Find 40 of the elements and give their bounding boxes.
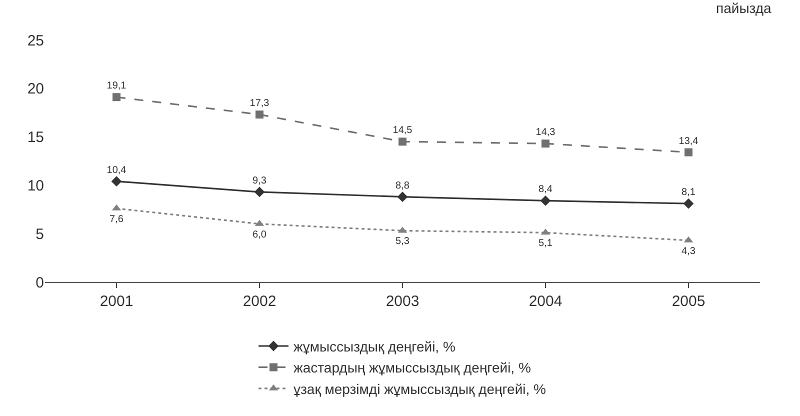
data-label: 10,4 [106, 164, 127, 176]
data-label: 5,3 [396, 236, 410, 248]
x-tick-label: 2003 [386, 293, 420, 310]
point [254, 186, 265, 198]
legend-label: ұзақ мерзімді жұмыссыздық деңгейі, % [294, 380, 546, 397]
data-label: 7,6 [110, 214, 124, 225]
point [111, 176, 122, 187]
data-label: 8,8 [396, 180, 410, 192]
y-tick-label: 15 [27, 129, 44, 146]
point [540, 195, 551, 206]
data-label: 4,3 [682, 246, 696, 257]
point [397, 192, 408, 202]
data-label: 14,5 [392, 125, 413, 136]
data-label: 14,3 [536, 127, 556, 138]
point [683, 198, 694, 209]
y-tick-label: 25 [27, 32, 44, 50]
data-label: 19,1 [106, 80, 127, 92]
data-label: 13,4 [678, 136, 699, 147]
point [398, 138, 406, 146]
text: пайызда [716, 0, 772, 16]
data-label: 6,0 [252, 229, 267, 240]
data-label: 8,4 [538, 184, 553, 196]
x-tick-label: 2005 [672, 293, 706, 310]
point [684, 148, 692, 156]
legend-label: жастардың жұмыссыздық деңгейі, % [294, 360, 531, 376]
x-tick-label: 2001 [100, 293, 134, 310]
data-label: 9,3 [252, 175, 267, 186]
x-tick-label: 2002 [242, 293, 276, 310]
data-label: 8,1 [682, 187, 696, 198]
legend-label: жұмыссыздық деңгейі, % [294, 338, 456, 354]
y-tick-label: 10 [27, 177, 44, 194]
point [112, 93, 120, 102]
y-tick-label: 0 [36, 274, 44, 292]
y-tick-label: 20 [27, 80, 44, 98]
data-label: 17,3 [250, 98, 270, 110]
x-tick-label: 2004 [528, 293, 562, 310]
point [256, 110, 264, 119]
point [542, 140, 550, 148]
data-label: 5,1 [538, 238, 553, 250]
y-tick-label: 5 [36, 226, 44, 243]
